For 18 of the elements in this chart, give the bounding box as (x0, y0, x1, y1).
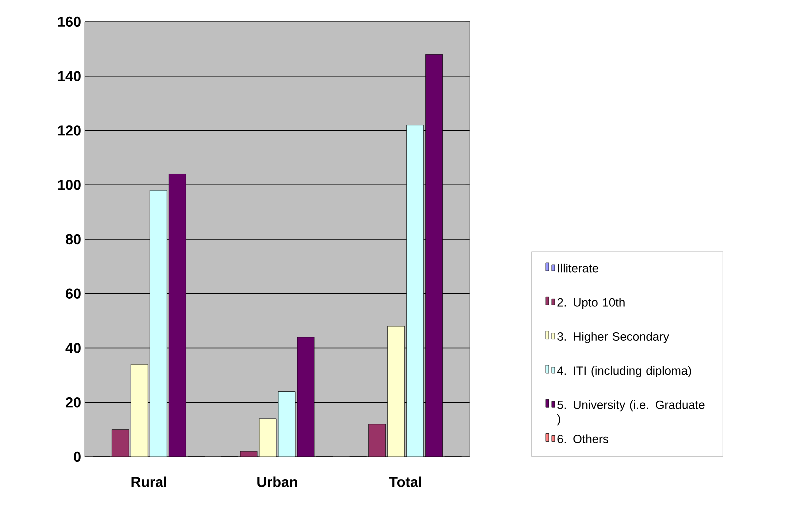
y-tick-label: 160 (58, 16, 81, 28)
y-tick-label: 60 (66, 288, 81, 299)
y-tick-label: 0 (74, 452, 81, 462)
y-tick-label: 140 (58, 71, 81, 82)
x-tick-label: Total (389, 476, 422, 488)
legend-label: 5. University (i.e. Graduate ) (557, 400, 705, 426)
legend-label: 3. Higher Secondary (558, 332, 670, 344)
x-tick-label: Urban (258, 476, 298, 488)
legend-label: Illiterate (558, 264, 598, 273)
x-tick-label: Rural (132, 476, 166, 488)
y-tick-label: 20 (66, 398, 81, 408)
legend-label: 2. Upto 10th (558, 298, 625, 310)
y-tick-label: 100 (58, 180, 81, 190)
y-tick-label: 80 (66, 234, 81, 245)
legend-label: 6. Others (558, 434, 609, 444)
y-tick-label: 40 (66, 343, 81, 354)
legend-label: 4. ITI (including diploma) (557, 366, 692, 378)
y-tick-label: 120 (58, 126, 81, 136)
